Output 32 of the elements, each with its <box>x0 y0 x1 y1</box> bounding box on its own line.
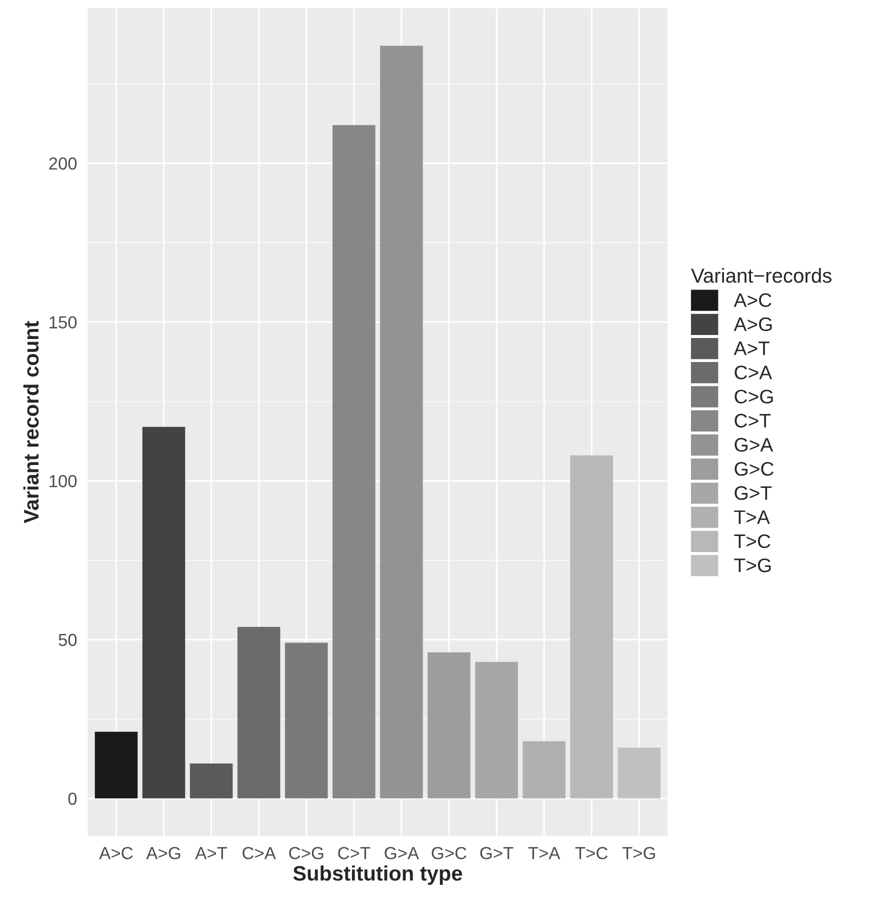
legend-label: A>G <box>734 317 772 332</box>
legend-label: G>T <box>734 486 772 500</box>
y-tick-label: 0 <box>68 792 77 805</box>
x-tick-label: A>T <box>195 847 228 860</box>
x-tick-label: G>A <box>384 846 420 860</box>
legend-label: A>C <box>734 293 772 308</box>
legend-label: G>A <box>734 438 774 452</box>
y-tick-label: 200 <box>49 157 77 170</box>
legend-label: G>C <box>734 462 774 476</box>
x-tick-label: C>A <box>242 846 276 860</box>
legend-label: C>G <box>734 390 773 404</box>
legend-label: T>C <box>734 534 770 548</box>
x-tick-label: C>T <box>338 846 370 860</box>
x-tick-label: C>G <box>289 846 324 860</box>
x-tick-label: G>T <box>480 846 514 860</box>
y-tick-label: 100 <box>50 475 77 488</box>
y-tick-label: 150 <box>50 316 77 328</box>
x-tick-label: G>C <box>432 846 466 860</box>
legend-title: Variant−records <box>691 268 832 283</box>
x-tick-label: T>A <box>528 847 560 860</box>
y-tick-label: 50 <box>58 634 77 646</box>
legend-label: A>T <box>734 342 770 356</box>
legend-label: C>A <box>734 366 772 380</box>
x-tick-label: T>C <box>575 846 608 860</box>
x-axis-title: Substitution type <box>293 865 462 885</box>
x-tick-label: A>C <box>99 846 133 860</box>
y-axis-title: Variant record count <box>23 321 39 524</box>
x-tick-label: A>G <box>146 846 180 860</box>
x-tick-label: T>G <box>622 846 655 860</box>
legend-label: T>A <box>734 510 770 524</box>
legend-label: T>G <box>734 558 771 572</box>
legend-label: C>T <box>734 414 771 428</box>
